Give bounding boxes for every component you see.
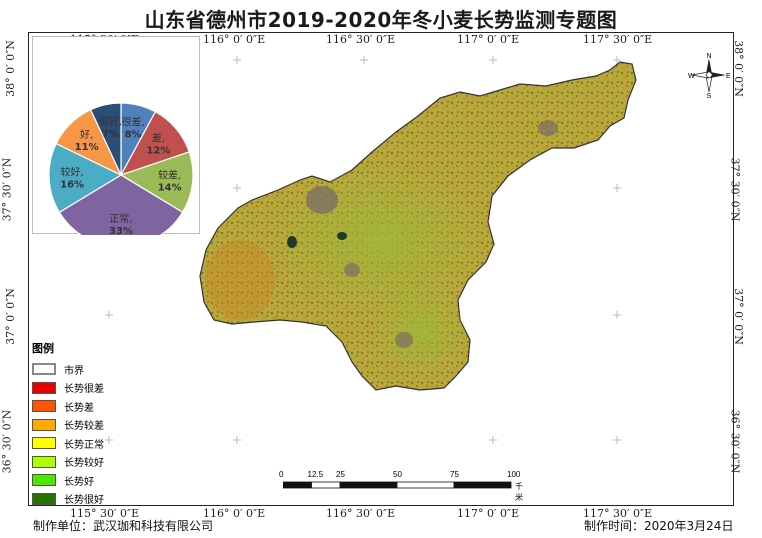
coord-bottom-5: 117° 30′ 0″E	[583, 507, 653, 520]
legend-item: 长势差	[32, 397, 157, 416]
coord-right-1: 38° 0′ 0″N	[731, 40, 745, 97]
legend-label: 长势差	[64, 402, 94, 414]
compass-n: N	[706, 53, 711, 60]
legend-label: 长势很好	[64, 495, 104, 507]
legend-swatch	[32, 437, 56, 450]
coord-left-4: 36° 30′ 0″N	[0, 409, 14, 474]
pie-pct-0: 8%	[125, 130, 142, 141]
scale-segment	[453, 481, 512, 489]
producer-label: 制作单位：武汉珈和科技有限公司	[33, 519, 214, 533]
scale-segment	[396, 481, 455, 489]
pie-pct-6: 7%	[102, 129, 119, 140]
coord-bottom-2: 116° 0′ 0″E	[203, 507, 266, 520]
production-date: 制作时间：2020年3月24日	[584, 519, 734, 533]
legend-label: 长势很差	[64, 384, 104, 396]
legend-item: 长势很好	[32, 490, 157, 509]
legend-swatch	[32, 455, 56, 468]
coord-bottom-3: 116° 30′ 0″E	[326, 507, 396, 520]
scale-tick-label: 75	[450, 470, 459, 479]
coord-right-3: 37° 0′ 0″N	[731, 288, 745, 345]
legend-label: 长势较好	[64, 458, 104, 470]
compass-s: S	[707, 93, 712, 98]
coord-right-4: 36° 30′ 0″N	[728, 409, 742, 474]
legend-swatch	[32, 474, 56, 487]
legend-swatch	[32, 363, 56, 376]
coord-right-2: 37° 30′ 0″N	[728, 157, 742, 222]
north-arrow-icon: N S W E	[688, 53, 731, 98]
coord-left-1: 38° 0′ 0″N	[3, 40, 17, 97]
scale-segment	[283, 481, 312, 489]
pie-label-2: 较差,	[158, 168, 181, 181]
legend-item: 长势较差	[32, 416, 157, 435]
coord-top-4: 117° 0′ 0″E	[457, 33, 520, 46]
legend-item: 长势正常	[32, 434, 157, 453]
coord-top-3: 116° 30′ 0″E	[326, 33, 396, 46]
legend-label: 长势较差	[64, 421, 104, 433]
scale-segment	[339, 481, 398, 489]
legend-item: 长势好	[32, 471, 157, 490]
legend-swatch	[32, 381, 56, 394]
coord-bottom-1: 115° 30′ 0″E	[70, 507, 140, 520]
scale-tick-label: 50	[393, 470, 402, 479]
coord-left-2: 37° 30′ 0″N	[0, 157, 14, 222]
scale-tick-label: 100	[507, 470, 521, 479]
coord-left-3: 37° 0′ 0″N	[3, 288, 17, 345]
scale-tick-label: 12.5	[307, 470, 324, 479]
scale-segment	[311, 481, 341, 489]
pie-slice-4	[48, 142, 123, 214]
coord-bottom-4: 117° 0′ 0″E	[457, 507, 520, 520]
pie-label-1: 差,	[152, 131, 165, 144]
legend-item: 市界	[32, 360, 157, 379]
coord-top-2: 116° 0′ 0″E	[203, 33, 266, 46]
legend-swatch	[32, 400, 56, 413]
legend-item: 长势较好	[32, 453, 157, 472]
pie-label-6: 很好,	[99, 115, 122, 128]
legend: 图例 市界长势很差长势差长势较差长势正常长势较好长势好长势很好	[32, 340, 157, 508]
pie-pct-2: 14%	[158, 182, 182, 193]
legend-item: 长势很差	[32, 379, 157, 398]
legend-label: 市界	[64, 365, 84, 377]
pie-pct-4: 16%	[60, 179, 84, 190]
pie-pct-5: 11%	[75, 142, 99, 153]
scale-unit: 千米	[515, 482, 523, 502]
legend-swatch	[32, 492, 56, 505]
map-title: 山东省德州市2019-2020年冬小麦长势监测专题图	[144, 8, 618, 32]
compass-w: W	[688, 73, 695, 80]
pie-label-4: 较好,	[60, 165, 83, 178]
legend-label: 长势正常	[64, 439, 104, 451]
pie-chart: 很差,8% 差,12% 较差,14% 正常,33% 较好,16% 好,11% 很好,7%	[48, 102, 194, 248]
coord-top-5: 117° 30′ 0″E	[583, 33, 653, 46]
pie-label-0: 很差,	[121, 116, 144, 129]
compass-e: E	[726, 73, 731, 80]
legend-label: 长势好	[64, 476, 94, 488]
pie-pct-3: 33%	[109, 226, 133, 235]
legend-swatch	[32, 418, 56, 431]
pie-chart-panel: 很差, 8% 差, 12% 较差, 14% 正常, 33% 较好, 16% 好, 11% 很好, 7%	[32, 36, 200, 248]
pie-slice-6	[89, 102, 122, 176]
scale-tick-label: 25	[336, 470, 345, 479]
legend-title: 图例	[32, 342, 54, 355]
pie-slice-2	[119, 151, 194, 214]
scale-tick-label: 0	[279, 470, 284, 479]
pie-label-3: 正常,	[109, 212, 132, 225]
pie-pct-1: 12%	[146, 145, 170, 156]
pie-label-5: 好,	[80, 129, 93, 141]
county-boundary	[199, 61, 637, 391]
